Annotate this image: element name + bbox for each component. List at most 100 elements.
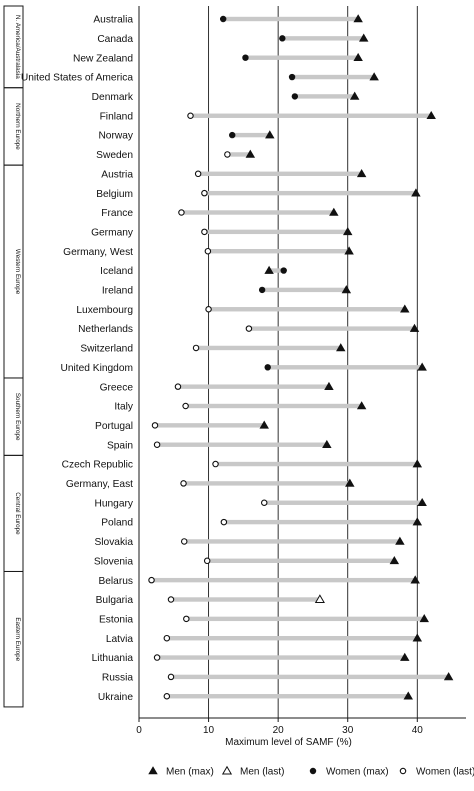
marker-women-last [167,596,175,603]
marker-women-last [187,112,194,120]
marker-men-max [419,614,429,623]
range-bar [196,345,341,351]
range-bar [248,326,415,331]
country-label: Bulgaria [96,595,134,606]
range-bar [151,577,416,583]
range-bar [166,694,409,699]
range-bar [181,210,334,215]
country-label: France [101,208,133,219]
marker-men-max [264,265,274,274]
range-bar [269,268,284,273]
group-box: Central Europe [3,454,24,572]
marker-men-max [417,362,427,371]
x-tick-label: 40 [412,725,424,736]
country-label: United States of America [21,73,133,84]
marker-women-last [201,228,208,236]
range-bar [171,674,449,680]
marker-women-last [203,557,211,565]
country-label: Finland [100,111,134,122]
marker-women-last [174,383,182,390]
range-bar [294,94,355,99]
marker-women-max [264,364,271,371]
country-label: Ireland [102,286,133,297]
legend-item: Women (max) [309,767,389,778]
marker-women-max [291,93,299,100]
chart-row: Switzerland [80,343,346,355]
country-label: Iceland [100,266,133,277]
chart-row: Ukraine [98,691,413,703]
country-label: Luxembourg [76,305,133,316]
range-bar [282,36,364,41]
x-tick-label: 0 [136,725,142,736]
marker-men-max [410,575,420,584]
country-label: Portugal [95,421,133,432]
marker-women-last [260,499,268,506]
marker-men-max [353,14,363,23]
range-bar [227,152,251,157]
chart-row: Netherlands [78,323,420,335]
chart-row: Portugal [95,420,269,432]
chart-row: Hungary [94,497,427,509]
marker-men-max [148,766,158,775]
chart-row: Greece [100,381,334,393]
range-bar [207,249,350,254]
legend-item: Women (last) [399,767,474,778]
country-label: United Kingdom [61,363,134,374]
range-bar [157,442,327,447]
x-tick-label: 30 [342,725,354,736]
marker-women-last [224,151,231,158]
range-bar [262,287,347,293]
country-label: Netherlands [78,324,133,335]
marker-women-last [194,170,202,178]
marker-women-last [167,673,175,681]
country-label: Spain [107,440,133,451]
country-label: Greece [100,382,134,393]
range-bar [155,423,265,428]
marker-women-max [288,73,296,81]
marker-women-last [178,209,185,216]
marker-women-last [205,305,212,313]
marker-men-max [400,652,410,661]
range-bar [204,229,348,235]
marker-women-last [183,615,190,623]
country-label: Italy [114,402,134,413]
group-label: Western Europe [14,249,21,295]
chart-row: Finland [100,110,436,122]
marker-men-max [341,285,352,294]
chart-row: Norway [98,130,275,142]
chart-row: Estonia [99,614,429,625]
country-label: Estonia [99,614,133,625]
chart-row: Australia [93,14,363,26]
marker-men-max [417,497,427,507]
marker-women-max [219,15,227,23]
country-label: Belarus [98,576,133,587]
marker-women-max [279,35,286,42]
range-bar [166,636,418,641]
group-label: Eastern Europe [14,617,21,661]
chart-row: Luxembourg [76,304,410,316]
range-bar [223,519,418,525]
marker-women-last [151,422,159,429]
marker-men-max [259,420,269,429]
range-bar [208,307,405,312]
marker-men-max [344,246,354,255]
legend-item: Men (last) [221,765,284,778]
range-bar [186,616,425,622]
group-label: N. America/Australasia [14,15,21,79]
range-bar [292,74,375,80]
country-label: Poland [101,518,133,529]
range-bar [198,171,362,176]
group-box: Western Europe [3,164,24,379]
country-label: Ukraine [98,692,133,703]
marker-men-max [389,556,400,565]
marker-men-max [343,227,353,236]
chart-row: Canada [97,33,369,45]
country-label: Australia [93,15,133,26]
marker-men-max [412,633,423,642]
marker-women-last [163,692,171,700]
marker-women-last [148,576,155,584]
country-label: Germany [91,227,134,238]
range-bar [207,558,395,563]
marker-women-last [204,247,212,255]
chart-row: Belarus [98,575,420,587]
